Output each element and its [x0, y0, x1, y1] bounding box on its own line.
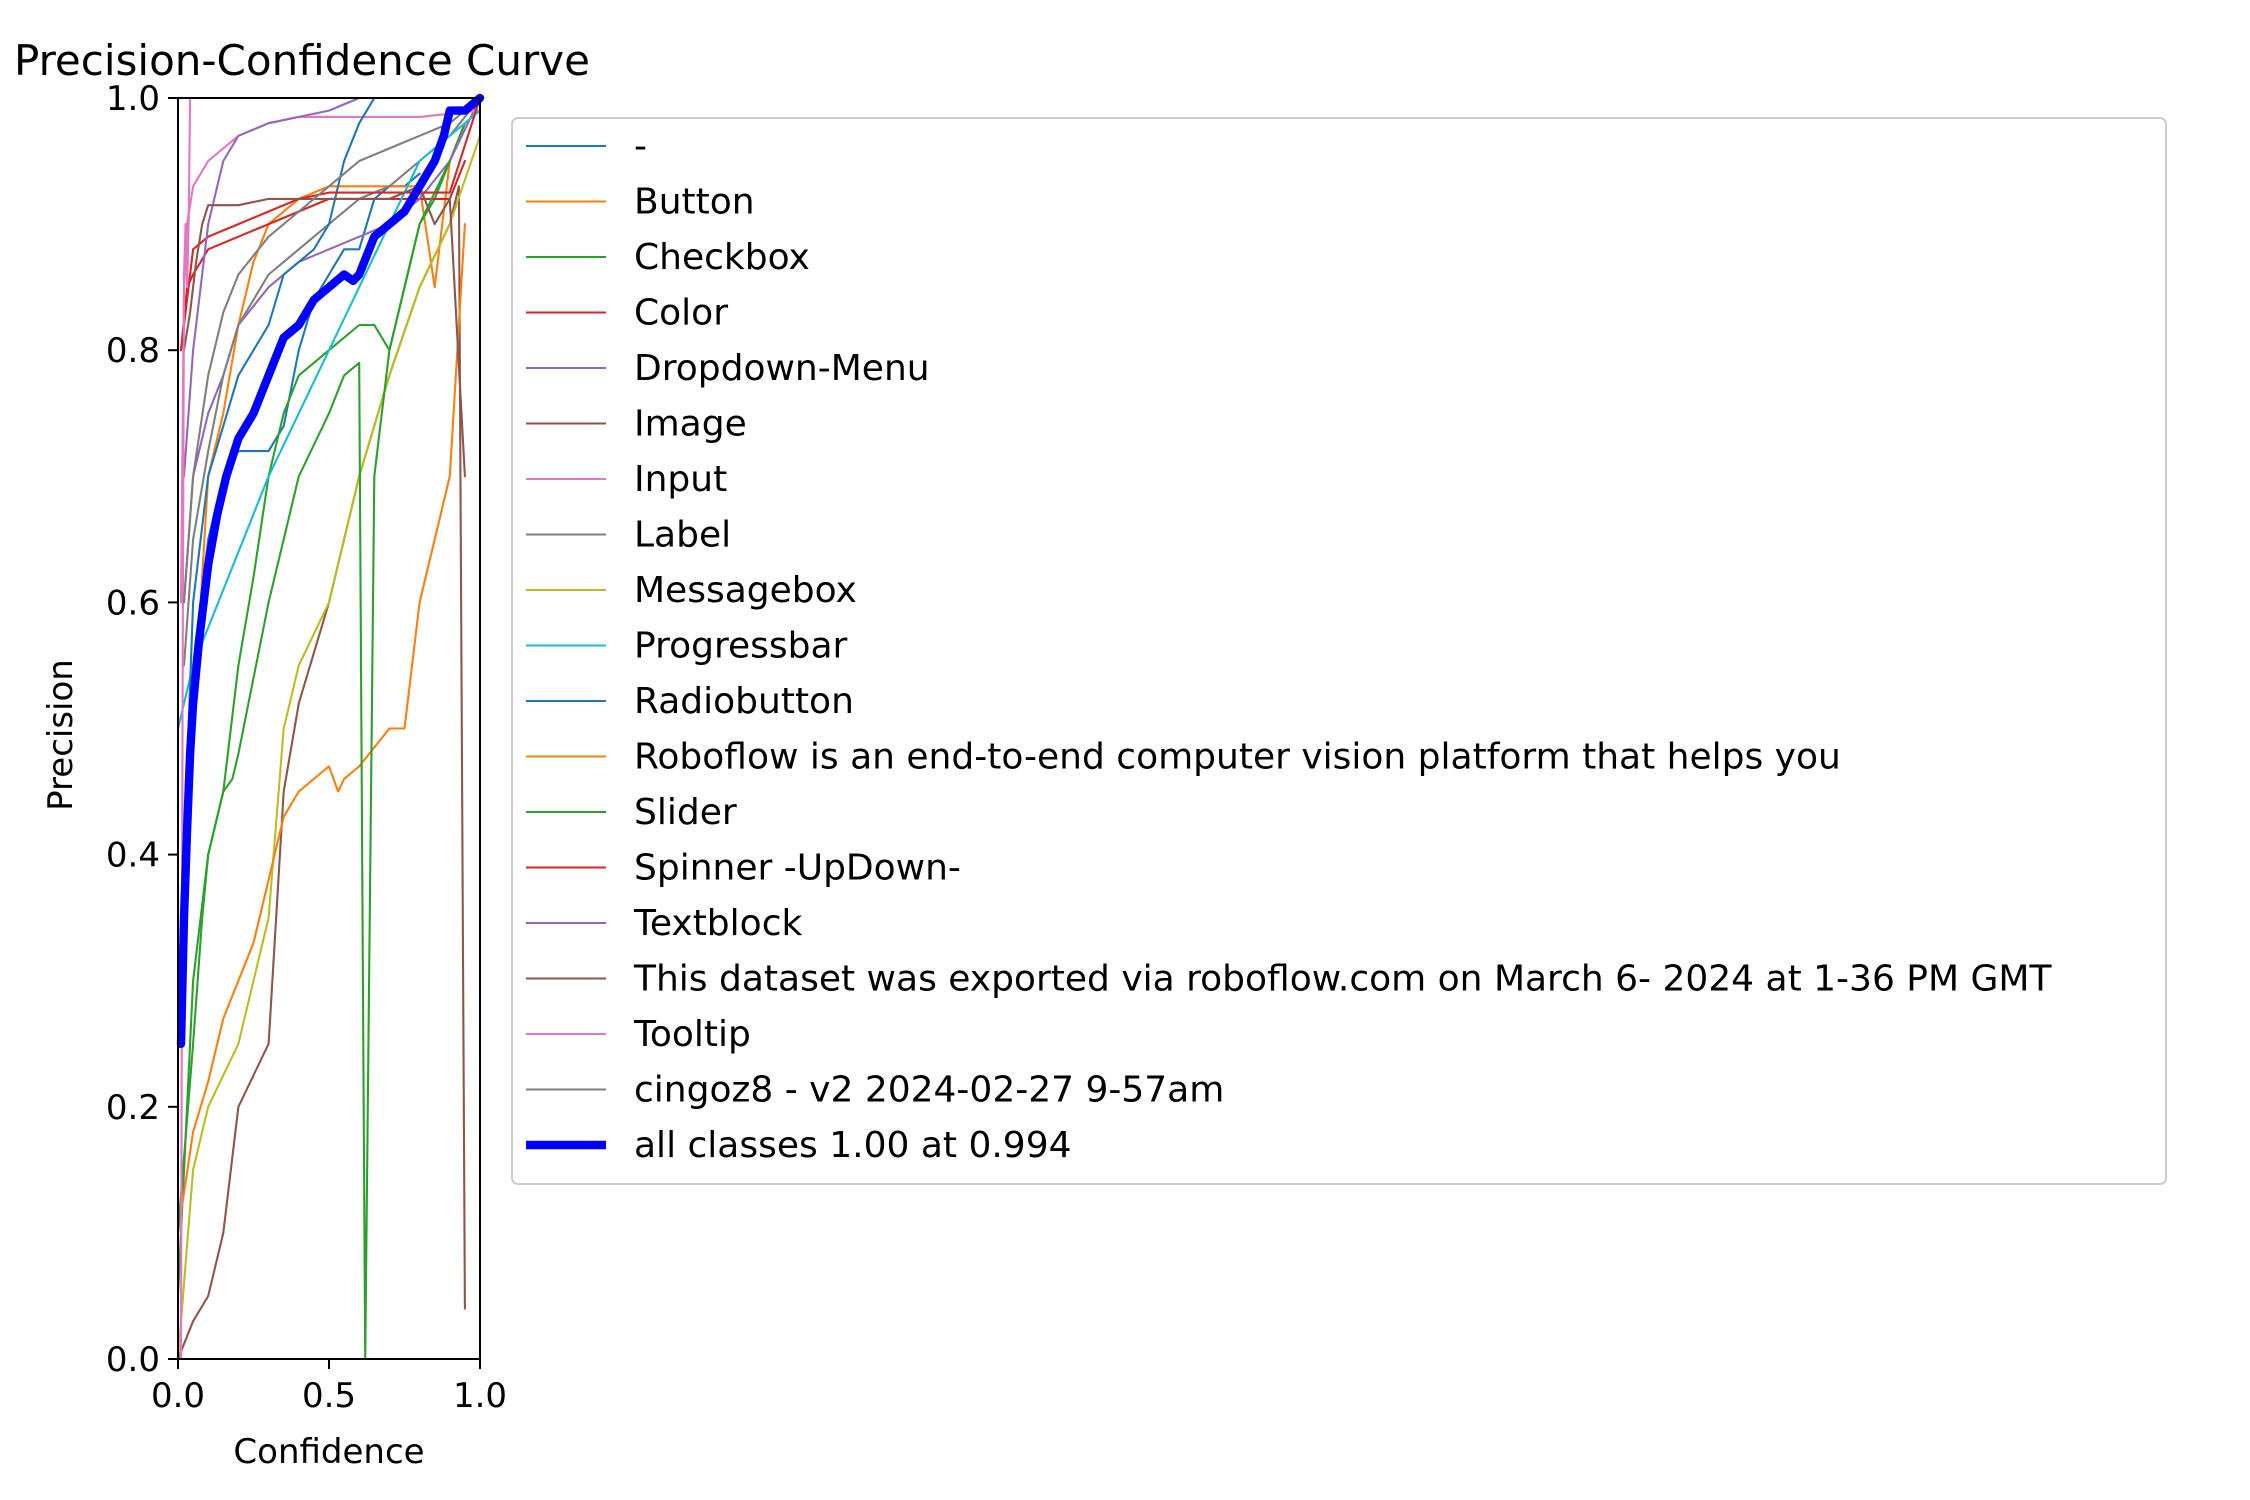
- y-tick-label: 1.0: [106, 79, 160, 119]
- series-line-10: [182, 96, 376, 856]
- x-tick-label: 0.5: [302, 1376, 356, 1416]
- series-line-4: [182, 96, 482, 604]
- legend-label: Textblock: [633, 903, 802, 944]
- legend-items: - Button Checkbox Color Dropdown-Menu Image In…: [526, 126, 2052, 1166]
- y-axis: 0.0 0.2 0.4 0.6 0.8 1.0: [106, 79, 178, 1380]
- legend-label: Spinner -UpDown-: [634, 848, 961, 889]
- legend-label: Messagebox: [634, 570, 857, 611]
- legend-label: all classes 1.00 at 0.994: [634, 1125, 1072, 1166]
- legend-label: Button: [634, 182, 755, 223]
- legend-label: -: [634, 126, 647, 167]
- x-axis: 0.0 0.5 1.0: [151, 1359, 507, 1416]
- series-line-8: [176, 134, 482, 1361]
- series-line-14: [182, 96, 361, 478]
- x-tick-label: 1.0: [453, 1376, 507, 1416]
- x-axis-label: Confidence: [233, 1432, 424, 1472]
- legend-label: Dropdown-Menu: [634, 348, 930, 389]
- legend-label: Slider: [634, 792, 737, 833]
- y-tick-label: 0.6: [106, 583, 160, 623]
- legend-label: cingoz8 - v2 2024-02-27 9-57am: [634, 1070, 1224, 1111]
- legend-label: Progressbar: [634, 626, 848, 667]
- legend-label: Radiobutton: [634, 681, 854, 722]
- chart-title: Precision-Confidence Curve: [14, 36, 590, 85]
- series-line-17: [182, 96, 482, 604]
- legend-label: Label: [634, 515, 731, 556]
- legend-frame: [511, 117, 2167, 1185]
- series-line-9: [176, 109, 482, 730]
- legend-label: Roboflow is an end-to-end computer visio…: [634, 737, 1841, 778]
- series-line-11: [176, 223, 466, 1234]
- series-line-18: [176, 93, 485, 1048]
- legend-label: Tooltip: [633, 1014, 751, 1055]
- series-line-12: [176, 159, 451, 1361]
- legend-label: Image: [634, 404, 747, 445]
- legend-label: Color: [634, 293, 728, 334]
- legend: - Button Checkbox Color Dropdown-Menu Image In…: [511, 117, 2167, 1185]
- series-line-16: [179, 96, 192, 1361]
- legend-label: Input: [634, 459, 727, 500]
- y-tick-label: 0.8: [106, 331, 160, 371]
- x-tick-label: 0.0: [151, 1376, 205, 1416]
- y-tick-label: 0.4: [106, 836, 160, 876]
- series-line-15: [182, 185, 466, 478]
- legend-label: This dataset was exported via roboflow.c…: [633, 959, 2052, 1000]
- y-tick-label: 0.0: [106, 1340, 160, 1380]
- y-axis-label: Precision: [41, 659, 81, 811]
- legend-label: Checkbox: [634, 237, 810, 278]
- y-tick-label: 0.2: [106, 1088, 160, 1128]
- plot-lines: [176, 93, 485, 1361]
- series-line-2: [176, 122, 466, 1298]
